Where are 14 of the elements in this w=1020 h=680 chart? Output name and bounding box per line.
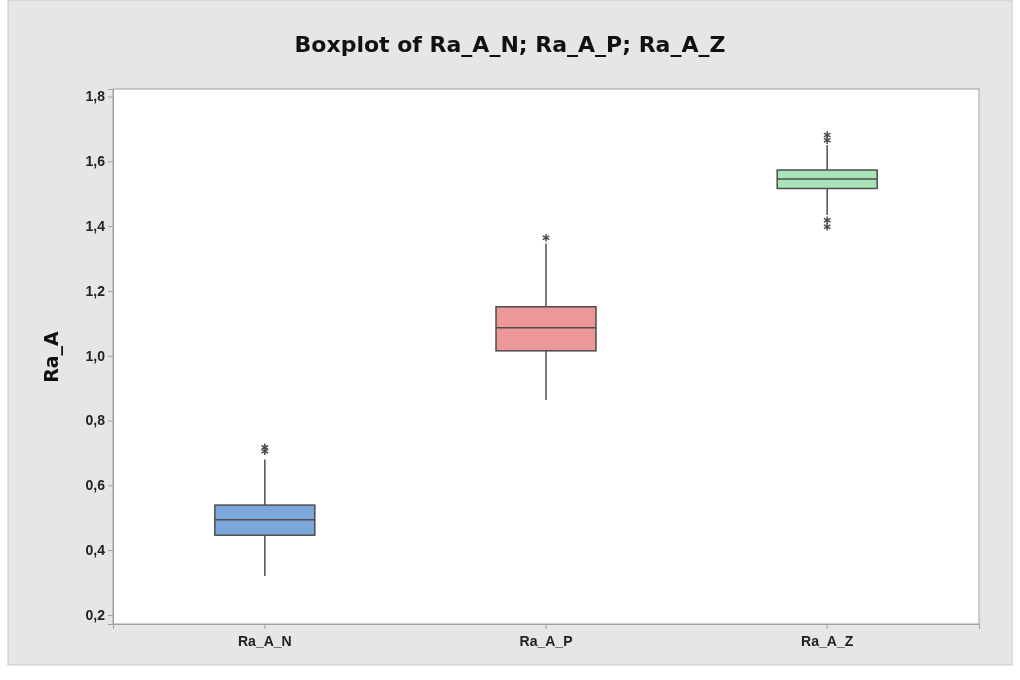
y-tick-label: 1,6	[85, 153, 106, 170]
y-tick-label: 1,0	[85, 347, 106, 364]
x-tick-label: Ra_A_N	[237, 633, 292, 649]
chart-title: Boxplot of Ra_A_N; Ra_A_P; Ra_A_Z	[294, 32, 726, 57]
y-tick-label: 0,4	[85, 542, 106, 559]
y-tick-label: 1,4	[85, 218, 106, 235]
y-tick-label: 1,8	[85, 88, 106, 105]
x-tick-label: Ra_A_Z	[801, 633, 854, 649]
y-tick-label: 0,2	[85, 606, 106, 623]
x-tick-label: Ra_A_P	[519, 633, 573, 649]
y-axis-title: Ra_A	[40, 330, 63, 383]
y-tick-label: 0,8	[85, 412, 106, 429]
y-tick-label: 0,6	[85, 477, 106, 494]
y-tick-label: 1,2	[85, 282, 106, 299]
